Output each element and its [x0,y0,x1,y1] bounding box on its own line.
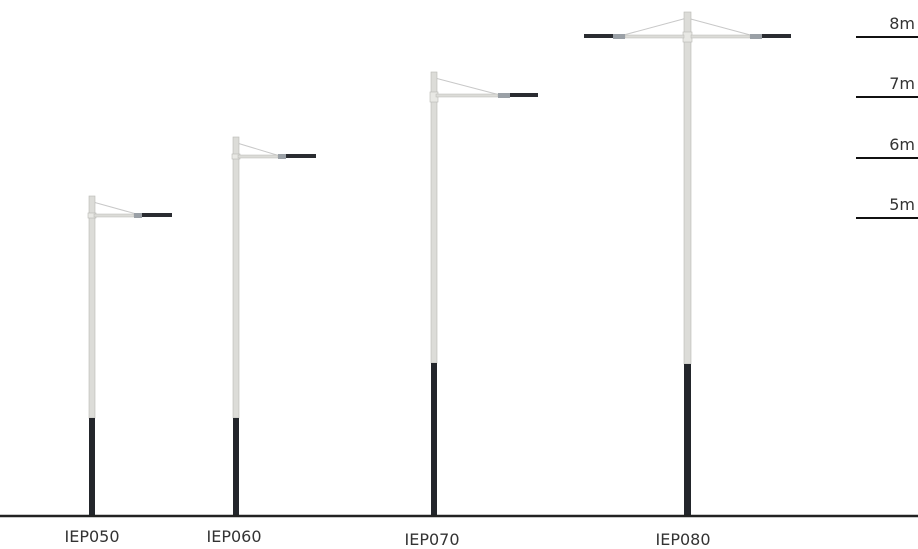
pole-shaft [430,71,438,364]
guy-wire [434,77,501,96]
height-label-7m: 7m [889,74,915,93]
pole-label-iep080: IEP080 [655,530,710,549]
pole-label-iep060: IEP060 [206,527,261,546]
height-label-8m: 8m [889,14,915,33]
pole-iep080 [584,11,791,516]
lamp-head-left [584,34,625,39]
pole-iep060 [231,136,316,516]
pole-arm-left [624,34,685,39]
guy-wire-left [619,17,688,37]
pole-arm-right [690,34,751,39]
lamp-head-right [750,34,791,39]
guy-wire [92,201,141,216]
pole-arm [435,93,499,98]
pole-iep070 [429,71,538,516]
pole-iep050 [87,195,172,516]
pole-base [89,418,95,516]
pole-base [684,364,691,516]
pole-arm [237,154,279,159]
lamp-head [134,213,172,218]
lamp-head [278,154,316,159]
lamp-head [498,93,538,98]
pole-shaft [88,195,96,419]
pole-base [431,363,437,516]
guy-wire-right [686,17,755,37]
pole-joint [682,31,693,43]
pole-label-iep050: IEP050 [64,527,119,546]
pole-label-iep070: IEP070 [404,530,459,549]
height-label-5m: 5m [889,195,915,214]
pole-shaft [683,11,692,365]
pole-base [233,418,239,516]
height-label-6m: 6m [889,135,915,154]
height-scale: 8m 7m 6m 5m [856,14,918,219]
guy-wire [236,142,281,157]
pole-arm [93,213,135,218]
pole-shaft [232,136,240,419]
